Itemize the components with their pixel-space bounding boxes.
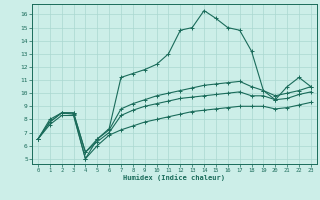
X-axis label: Humidex (Indice chaleur): Humidex (Indice chaleur) <box>124 175 225 181</box>
